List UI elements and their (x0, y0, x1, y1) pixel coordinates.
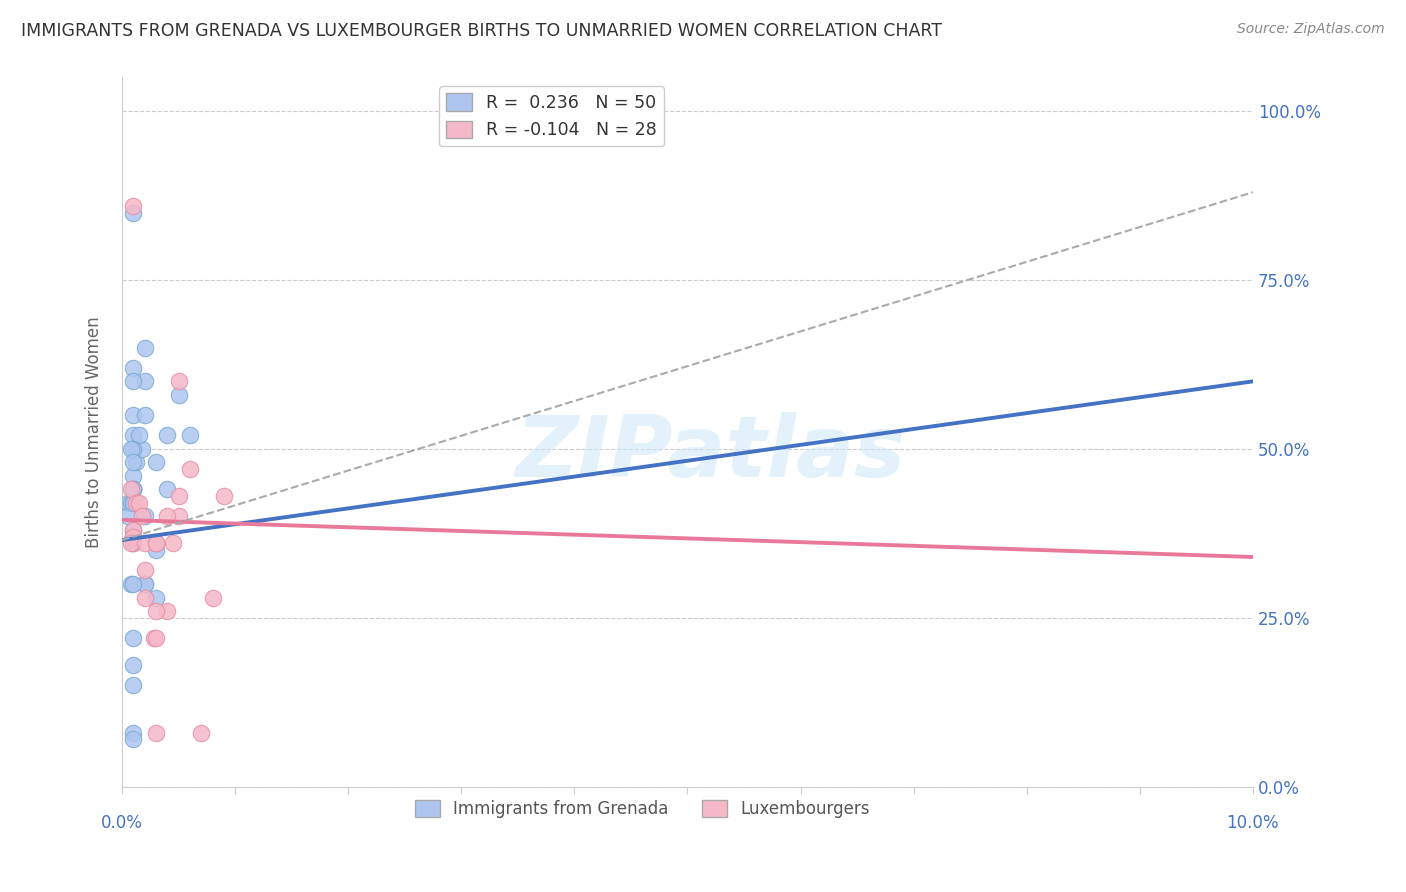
Point (122, 536, 145, 550)
Point (145, 725, 167, 739)
Point (122, 483, 145, 497)
Point (156, 483, 179, 497)
Point (212, 489, 235, 503)
Point (122, 678, 145, 692)
Point (145, 631, 167, 645)
Point (122, 483, 145, 497)
Point (122, 408, 145, 422)
Point (162, 536, 184, 550)
Point (156, 428, 179, 442)
Point (122, 496, 145, 510)
Point (122, 360, 145, 375)
Point (122, 536, 145, 550)
Point (156, 509, 179, 524)
Point (145, 455, 167, 469)
Point (122, 442, 145, 456)
Point (122, 483, 145, 497)
Point (120, 536, 142, 550)
Legend: Immigrants from Grenada, Luxembourgers: Immigrants from Grenada, Luxembourgers (408, 793, 876, 824)
Y-axis label: Births to Unmarried Women: Births to Unmarried Women (86, 317, 103, 548)
Text: 10.0%: 10.0% (1226, 814, 1279, 832)
Point (128, 428, 150, 442)
Point (134, 375, 156, 389)
Point (145, 536, 167, 550)
Point (122, 530, 145, 544)
Point (128, 496, 150, 510)
Point (122, 523, 145, 537)
Point (142, 631, 165, 645)
Point (122, 530, 145, 544)
Point (201, 591, 224, 605)
Point (122, 469, 145, 483)
Point (122, 375, 145, 389)
Point (122, 530, 145, 544)
Point (122, 725, 145, 739)
Point (190, 725, 212, 739)
Point (122, 428, 145, 442)
Point (120, 442, 142, 456)
Point (145, 543, 167, 558)
Text: 0.0%: 0.0% (101, 814, 143, 832)
Point (179, 462, 201, 476)
Point (120, 483, 142, 497)
Point (122, 199, 145, 213)
Point (124, 496, 146, 510)
Point (122, 442, 145, 456)
Point (122, 483, 145, 497)
Point (134, 408, 156, 422)
Point (131, 509, 153, 524)
Point (134, 577, 156, 591)
Point (122, 455, 145, 469)
Point (122, 732, 145, 747)
Point (124, 455, 146, 469)
Point (167, 489, 190, 503)
Point (145, 604, 167, 618)
Point (122, 577, 145, 591)
Point (167, 509, 190, 524)
Point (145, 536, 167, 550)
Point (122, 496, 145, 510)
Text: IMMIGRANTS FROM GRENADA VS LUXEMBOURGER BIRTHS TO UNMARRIED WOMEN CORRELATION CH: IMMIGRANTS FROM GRENADA VS LUXEMBOURGER … (21, 22, 942, 40)
Point (117, 496, 139, 510)
Point (134, 564, 156, 578)
Point (134, 341, 156, 355)
Text: Source: ZipAtlas.com: Source: ZipAtlas.com (1237, 22, 1385, 37)
Point (122, 523, 145, 537)
Point (145, 591, 167, 605)
Point (134, 577, 156, 591)
Point (134, 536, 156, 550)
Point (122, 205, 145, 219)
Point (134, 591, 156, 605)
Point (122, 530, 145, 544)
Point (120, 496, 142, 510)
Point (122, 658, 145, 673)
Point (167, 388, 190, 402)
Point (134, 509, 156, 524)
Point (131, 442, 153, 456)
Point (122, 442, 145, 456)
Text: ZIPatlas: ZIPatlas (515, 412, 905, 495)
Point (167, 375, 190, 389)
Point (122, 442, 145, 456)
Point (179, 428, 201, 442)
Point (117, 509, 139, 524)
Point (145, 536, 167, 550)
Point (122, 631, 145, 645)
Point (156, 604, 179, 618)
Point (120, 577, 142, 591)
